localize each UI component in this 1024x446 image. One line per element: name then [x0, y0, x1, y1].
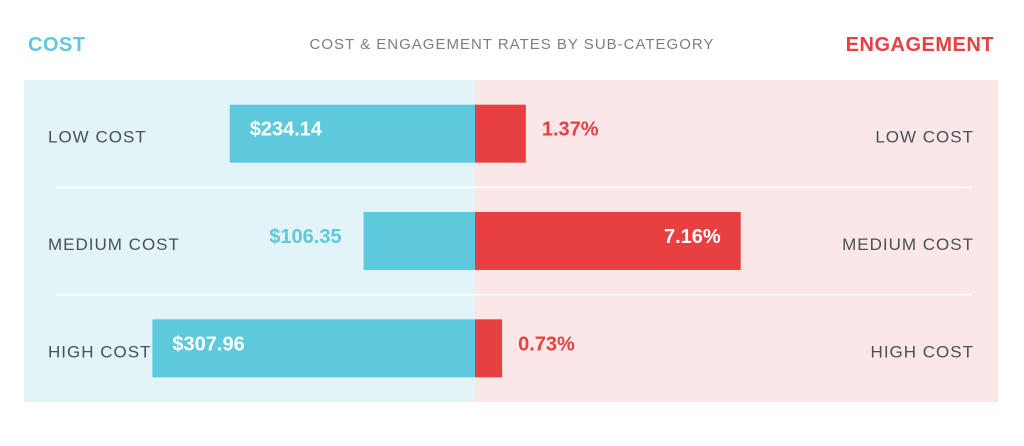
cost-value-label: $307.96 — [172, 333, 244, 355]
engagement-header: ENGAGEMENT — [845, 34, 994, 56]
engagement-row-label: LOW COST — [875, 128, 974, 147]
engagement-bar — [475, 104, 526, 163]
cost-bar — [363, 212, 475, 270]
cost-value-label: $234.14 — [250, 119, 323, 141]
engagement-row-label: MEDIUM COST — [842, 235, 974, 254]
cost-row-label: HIGH COST — [48, 342, 151, 361]
cost-bar — [152, 319, 475, 378]
engagement-row-label: HIGH COST — [871, 342, 974, 361]
cost-row-label: MEDIUM COST — [48, 235, 180, 254]
cost-header: COST — [28, 34, 86, 56]
engagement-value-label: 7.16% — [664, 226, 721, 248]
engagement-bar — [475, 319, 503, 378]
cost-value-label: $106.35 — [269, 226, 341, 248]
cost-row-label: LOW COST — [48, 128, 147, 147]
engagement-value-label: 1.37% — [542, 119, 599, 141]
engagement-value-label: 0.73% — [518, 333, 575, 355]
engagement-bar — [475, 212, 741, 270]
chart-title: COST & ENGAGEMENT RATES BY SUB-CATEGORY — [309, 36, 715, 53]
cost-bar — [229, 104, 475, 163]
